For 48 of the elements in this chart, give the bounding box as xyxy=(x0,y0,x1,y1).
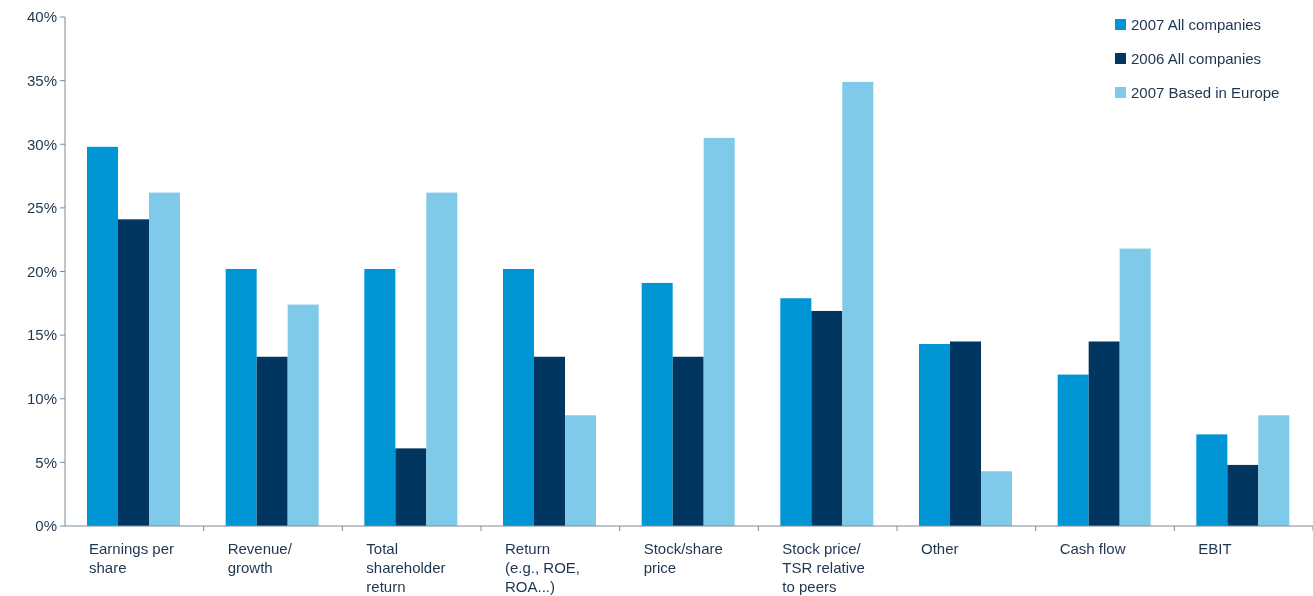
bar xyxy=(1119,248,1151,526)
bar xyxy=(1227,464,1259,526)
x-tick-label: Stock/share price xyxy=(643,540,723,576)
bar xyxy=(1088,341,1120,526)
bar xyxy=(395,448,427,526)
x-tick-label: Return (e.g., ROE, ROA...) xyxy=(505,540,581,595)
y-tick-label: 0% xyxy=(35,517,57,535)
x-tick-label: EBIT xyxy=(1198,540,1232,557)
y-tick-label: 10% xyxy=(26,390,57,407)
y-tick-label: 30% xyxy=(26,135,57,153)
y-tick-label: 40% xyxy=(26,8,57,26)
bar xyxy=(842,81,874,526)
bar xyxy=(364,268,396,526)
y-tick-label: 5% xyxy=(35,453,57,471)
bar xyxy=(780,298,812,526)
legend-label: 2006 All companies xyxy=(1131,50,1262,68)
bar xyxy=(534,356,565,526)
bar xyxy=(672,356,704,526)
bar xyxy=(256,356,288,526)
bar xyxy=(703,137,735,526)
x-tick-label: Revenue/growth xyxy=(227,540,293,576)
bar xyxy=(919,344,950,526)
x-tick-label: Stock price/TSR relative to peers xyxy=(782,540,865,595)
y-tick-label: 25% xyxy=(26,199,57,217)
y-tick-label: 35% xyxy=(26,71,57,89)
y-tick-label: 15% xyxy=(26,326,57,344)
legend-label: 2007 All companies xyxy=(1131,16,1262,34)
bar xyxy=(1196,434,1228,526)
bar xyxy=(981,471,1012,526)
bar xyxy=(426,192,458,526)
bar xyxy=(87,146,118,526)
bar xyxy=(1258,415,1290,526)
bar xyxy=(118,219,149,526)
bar xyxy=(287,304,319,526)
bar xyxy=(641,282,673,526)
legend-label: 2007 Based in Europe xyxy=(1131,84,1280,102)
x-tick-label: Other xyxy=(921,540,959,557)
bar xyxy=(1057,374,1089,526)
bar xyxy=(149,192,180,526)
y-tick-label: 20% xyxy=(26,262,57,280)
x-tick-label: Total shareholder return xyxy=(366,540,446,595)
bar xyxy=(565,415,596,526)
bar xyxy=(950,341,981,526)
bar xyxy=(503,268,534,526)
bar xyxy=(811,310,843,526)
x-tick-label: Earnings per share xyxy=(89,540,175,576)
bar xyxy=(225,268,257,526)
x-tick-label: Cash flow xyxy=(1059,540,1126,557)
